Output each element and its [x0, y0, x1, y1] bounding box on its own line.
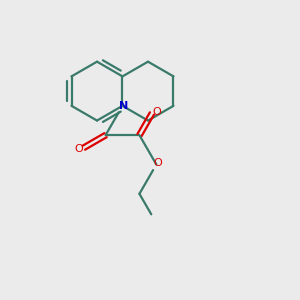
Text: N: N	[119, 101, 129, 111]
Text: O: O	[74, 144, 83, 154]
Text: O: O	[153, 107, 162, 117]
Text: O: O	[154, 158, 162, 168]
